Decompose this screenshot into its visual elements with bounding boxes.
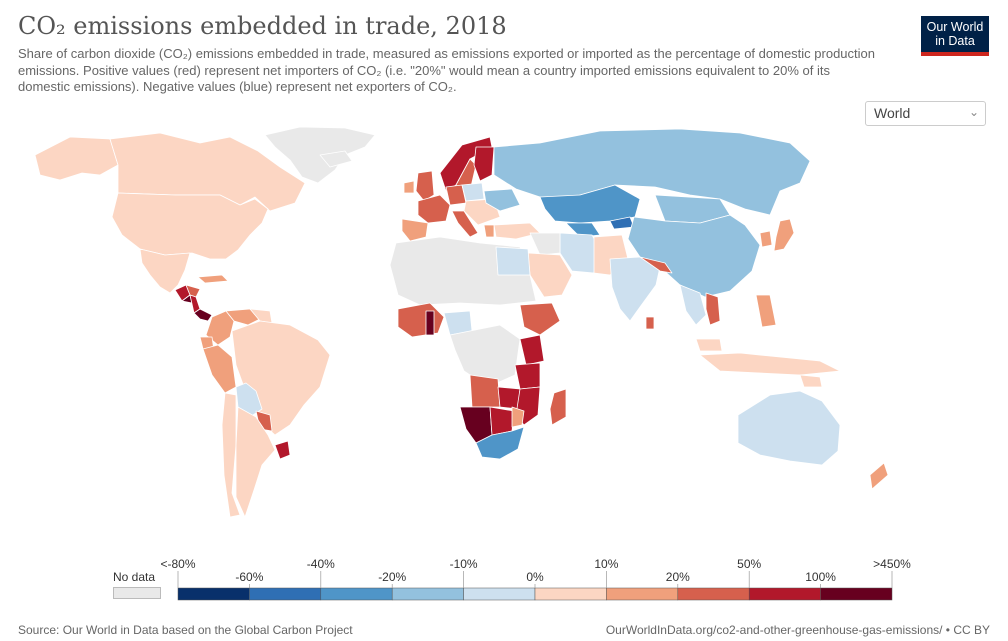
country-japan[interactable] [773, 218, 795, 252]
legend-bin-2[interactable] [320, 587, 393, 601]
country-india[interactable] [609, 256, 661, 322]
country-united-kingdom[interactable] [415, 170, 435, 202]
country-cuba[interactable] [197, 274, 229, 284]
legend-bin-5[interactable] [534, 587, 607, 601]
country-greece[interactable] [483, 224, 495, 238]
legend-bin-6[interactable] [606, 587, 679, 601]
legend-tick-label: -60% [235, 570, 263, 584]
country-australia[interactable] [737, 390, 841, 466]
chart-title: CO₂ emissions embedded in trade, 2018 [18, 12, 507, 40]
owid-logo[interactable]: Our World in Data [921, 16, 989, 56]
country-alaska[interactable] [34, 136, 119, 181]
country-madagascar[interactable] [549, 388, 567, 426]
country-uruguay[interactable] [274, 440, 291, 460]
region-select-value: World [874, 105, 911, 121]
legend-tick-label: -40% [307, 557, 335, 571]
country-philippines[interactable] [755, 294, 777, 328]
legend-tick-label: 100% [805, 570, 836, 584]
country-south-africa[interactable] [475, 426, 525, 460]
country-iraq-syria[interactable] [529, 232, 561, 256]
legend-tick-label: -20% [378, 570, 406, 584]
country-indonesia[interactable] [699, 352, 841, 376]
country-botswana[interactable] [489, 406, 515, 436]
legend-bin-7[interactable] [677, 587, 750, 601]
country-ireland[interactable] [403, 180, 415, 194]
legend-tick-label: 10% [594, 557, 618, 571]
country-united-states[interactable] [111, 192, 269, 260]
country-zimbabwe[interactable] [511, 406, 525, 428]
legend-tick-label: 20% [666, 570, 690, 584]
logo-line-1: Our World [926, 20, 984, 34]
country-peru[interactable] [202, 344, 237, 394]
country-iceland[interactable] [319, 150, 353, 168]
source-note: Source: Our World in Data based on the G… [18, 623, 353, 637]
country-uzbekistan[interactable] [565, 222, 601, 238]
legend-tick-label: >450% [873, 557, 911, 571]
country-italy[interactable] [451, 210, 479, 238]
country-new-zealand[interactable] [869, 462, 889, 490]
country-angola[interactable] [469, 374, 501, 408]
legend-tick-label: 0% [526, 570, 544, 584]
region-select[interactable]: World ⌄ [865, 101, 986, 126]
country-malaysia[interactable] [695, 338, 723, 352]
country-chile[interactable] [221, 392, 241, 518]
country-spain-portugal[interactable] [401, 218, 429, 242]
country-ethiopia[interactable] [519, 302, 561, 336]
legend-bin-8[interactable] [748, 587, 821, 601]
country-tanzania[interactable] [514, 362, 541, 390]
legend-bin-0[interactable] [177, 587, 250, 601]
country-nepal-bangladesh[interactable] [639, 256, 673, 274]
legend-tick-label: -10% [450, 557, 478, 571]
source-link[interactable]: OurWorldInData.org/co2-and-other-greenho… [605, 623, 990, 637]
legend-bin-3[interactable] [391, 587, 464, 601]
legend-tick-label: <-80% [160, 557, 195, 571]
country-sri-lanka[interactable] [645, 316, 655, 330]
country-egypt[interactable] [495, 246, 531, 276]
legend-tick-label: 50% [737, 557, 761, 571]
country-finland[interactable] [473, 146, 495, 182]
country-mexico[interactable] [139, 248, 191, 294]
country-poland[interactable] [461, 182, 485, 202]
country-zambia[interactable] [497, 386, 521, 410]
chart-subtitle: Share of carbon dioxide (CO₂) emissions … [18, 46, 875, 94]
country-korea[interactable] [759, 230, 773, 248]
legend-bin-4[interactable] [463, 587, 536, 601]
country-russia[interactable] [493, 128, 811, 216]
chevron-down-icon: ⌄ [968, 105, 979, 119]
logo-line-2: in Data [935, 34, 975, 48]
country-kenya[interactable] [519, 334, 545, 366]
country-ukraine[interactable] [483, 188, 521, 212]
legend-bin-1[interactable] [249, 587, 322, 601]
country-png[interactable] [799, 374, 823, 388]
color-legend: <-80% -60% -40% -20% -10% 0% 10% 20% 50% 100% >450… [160, 557, 911, 601]
legend-no-data-swatch[interactable] [113, 587, 161, 599]
country-myanmar-thailand[interactable] [679, 284, 707, 326]
country-central-africa[interactable] [449, 324, 521, 388]
legend-bin-9[interactable] [820, 587, 893, 601]
country-argentina[interactable] [235, 406, 276, 518]
country-west-africa[interactable] [397, 302, 445, 338]
country-france[interactable] [417, 194, 451, 224]
country-venezuela[interactable] [225, 308, 261, 326]
country-costa-rica-panama[interactable] [193, 308, 213, 322]
legend-no-data-label: No data [113, 570, 156, 584]
country-vietnam[interactable] [705, 292, 721, 326]
country-turkey[interactable] [493, 222, 541, 240]
world-map [34, 126, 889, 518]
country-ghana-togo[interactable] [425, 310, 435, 336]
